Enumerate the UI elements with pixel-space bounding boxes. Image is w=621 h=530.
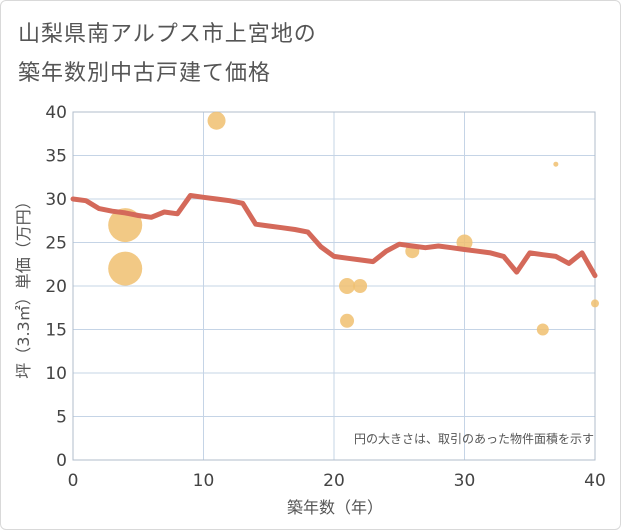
bubble [553,161,559,167]
x-tick-label: 20 [323,471,345,491]
y-tick-label: 30 [45,190,67,210]
x-tick-label: 40 [584,471,606,491]
tick-labels: 0 5 10 15 20 25 30 35 40 0 10 20 30 40 [45,103,605,491]
grid-lines [72,111,596,461]
bubble [353,279,368,293]
y-tick-label: 40 [45,103,67,123]
bubble [108,251,143,286]
chart-title-line1: 山梨県南アルプス市上宮地の [18,22,317,47]
bubble [340,313,355,328]
bubble [536,323,549,336]
size-note: 円の大きさは、取引のあった物件面積を示す [354,431,594,446]
trend-line [70,193,598,279]
y-tick-label: 5 [56,408,67,428]
y-tick-label: 35 [45,147,67,167]
plot-border [72,111,596,461]
y-tick-label: 10 [45,364,67,384]
bubbles-layer [108,111,599,336]
y-axis-label: 坪（3.3㎡）単価（万円） [14,193,33,378]
bubble [591,299,599,308]
y-tick-label: 0 [56,451,67,471]
x-tick-label: 0 [68,471,79,491]
x-tick-label: 30 [454,471,476,491]
chart-title-line2: 築年数別中古戸建て価格 [18,61,272,86]
x-tick-label: 10 [193,471,215,491]
y-tick-label: 15 [45,321,67,341]
bubble [339,278,356,294]
y-tick-label: 20 [45,277,67,297]
y-tick-label: 25 [45,234,67,254]
bubble [207,111,226,130]
x-axis-label: 築年数（年） [287,498,383,517]
